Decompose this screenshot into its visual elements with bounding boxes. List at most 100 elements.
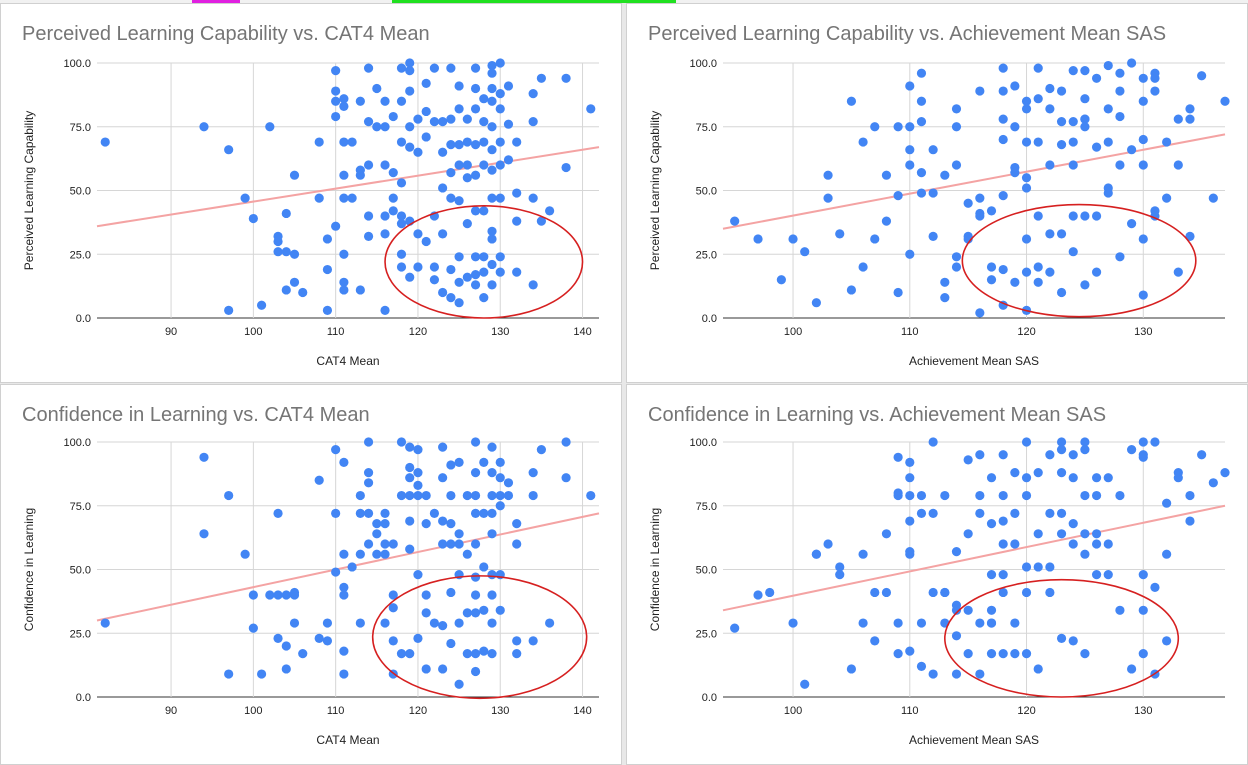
chart-1-data-point [438, 183, 448, 193]
chart-3-data-point [405, 490, 415, 501]
chart-1-data-point [396, 63, 407, 73]
chart-3-data-point [586, 490, 596, 501]
chart-4-data-point [1103, 570, 1113, 580]
chart-3-data-point [339, 590, 349, 600]
chart-3-data-point [503, 478, 514, 488]
chart-3-data-point [331, 445, 341, 455]
chart-4-data-point [1150, 582, 1160, 592]
chart-3-data-point [355, 549, 365, 559]
chart-4-data-point [1197, 450, 1207, 460]
chart-1-data-point [495, 193, 505, 203]
chart-2-data-point [823, 170, 833, 180]
chart-2-x-tick-label: 130 [1134, 326, 1152, 338]
chart-2-data-point [1208, 193, 1218, 203]
chart-3-data-point [495, 501, 505, 511]
chart-panel-1[interactable]: Perceived Learning Capability vs. CAT4 M… [0, 3, 622, 383]
chart-2-data-point [846, 285, 857, 295]
chart-1-data-point [396, 96, 407, 106]
chart-1-data-point [339, 137, 349, 147]
chart-3-data-point [487, 442, 497, 452]
toolbar-strip [0, 0, 1248, 3]
chart-1-data-point [405, 272, 415, 282]
chart-4-data-point [835, 562, 845, 572]
chart-1-data-point [528, 117, 538, 127]
chart-1-data-point [446, 168, 456, 178]
chart-3-data-point [454, 618, 464, 628]
scatter-chart-1: Perceived Learning Capability vs. CAT4 M… [22, 23, 600, 368]
chart-1-data-point [396, 211, 407, 221]
chart-1-data-point [355, 170, 365, 180]
chart-1-data-point [462, 173, 472, 183]
chart-3-data-point [314, 633, 324, 643]
chart-1-data-point [512, 137, 522, 147]
chart-1-data-point [339, 285, 349, 295]
chart-3-data-point [339, 582, 349, 592]
chart-2-data-point [1080, 280, 1090, 290]
chart-1-data-point [536, 216, 546, 226]
chart-4-x-axis-title: Achievement Mean SAS [909, 733, 1039, 747]
chart-4-data-point [1115, 490, 1125, 501]
chart-2-y-tick-label: 25.0 [696, 249, 717, 261]
chart-4-x-tick-label: 110 [901, 705, 919, 717]
chart-2-data-point [1103, 183, 1113, 193]
chart-1-data-point [380, 211, 390, 221]
chart-3-data-point [512, 649, 522, 659]
chart-1-data-point [487, 122, 497, 132]
chart-panel-2[interactable]: Perceived Learning Capability vs. Achiev… [626, 3, 1248, 383]
chart-1-x-tick-label: 90 [165, 326, 177, 338]
chart-1-data-point [331, 86, 341, 96]
chart-1-data-point [479, 293, 489, 303]
chart-2-y-tick-label: 75.0 [696, 122, 717, 134]
sheet-tab-indicator-magenta[interactable] [192, 0, 240, 3]
chart-panel-4[interactable]: Confidence in Learning vs. Achievement M… [626, 384, 1248, 765]
chart-3-data-point [446, 539, 456, 549]
chart-1-data-point [438, 117, 448, 127]
chart-1-data-point [322, 264, 333, 275]
chart-4-data-point [858, 549, 868, 559]
chart-3-x-tick-label: 140 [573, 705, 591, 717]
chart-panel-3[interactable]: Confidence in Learning vs. CAT4 Mean 0.0 2… [0, 384, 622, 765]
chart-2-data-point [1033, 211, 1043, 221]
chart-2-data-point [1115, 111, 1125, 122]
chart-3-x-tick-label: 90 [165, 705, 177, 717]
chart-3-data-point [512, 519, 522, 529]
chart-2-data-point [753, 234, 763, 244]
chart-3-data-point [363, 437, 374, 447]
chart-2-data-point [1033, 94, 1043, 104]
sheet-tab-indicator-green[interactable] [392, 0, 676, 3]
chart-4-data-point [998, 649, 1008, 659]
chart-3-data-point [495, 490, 505, 501]
chart-1-y-tick-label: 25.0 [70, 249, 91, 261]
chart-3-data-point [380, 549, 390, 559]
chart-4-data-point [881, 587, 892, 598]
chart-4-data-point [916, 490, 927, 501]
chart-3-data-point [281, 590, 291, 600]
chart-1-y-tick-label: 100.0 [63, 58, 91, 70]
chart-3-data-point [405, 473, 415, 483]
chart-2-data-point [1138, 73, 1148, 83]
chart-4-data-point [975, 508, 985, 518]
chart-3-data-point [487, 618, 497, 628]
chart-2-data-point [928, 231, 938, 241]
chart-1-data-point [421, 236, 431, 247]
chart-3-data-point [495, 605, 505, 615]
chart-1-x-tick-label: 120 [409, 326, 427, 338]
chart-4-data-point [1010, 508, 1020, 518]
chart-1-data-point [454, 277, 464, 287]
chart-1-data-point [248, 213, 258, 224]
chart-2-data-point [986, 275, 997, 285]
chart-1-data-point [273, 236, 283, 247]
chart-2-data-point [1010, 168, 1020, 178]
chart-4-data-point [905, 547, 915, 557]
chart-1-data-point [405, 66, 415, 76]
chart-3-data-point [438, 473, 448, 483]
chart-3-data-point [421, 608, 431, 618]
chart-4-data-point [998, 570, 1008, 580]
chart-1-data-point [273, 247, 283, 257]
chart-1-data-point [528, 89, 538, 99]
chart-4-data-point [951, 631, 962, 641]
chart-1-data-point [438, 287, 448, 298]
chart-3-data-point [470, 608, 481, 618]
chart-3-data-point [470, 468, 481, 478]
chart-4-data-point [1021, 649, 1032, 659]
